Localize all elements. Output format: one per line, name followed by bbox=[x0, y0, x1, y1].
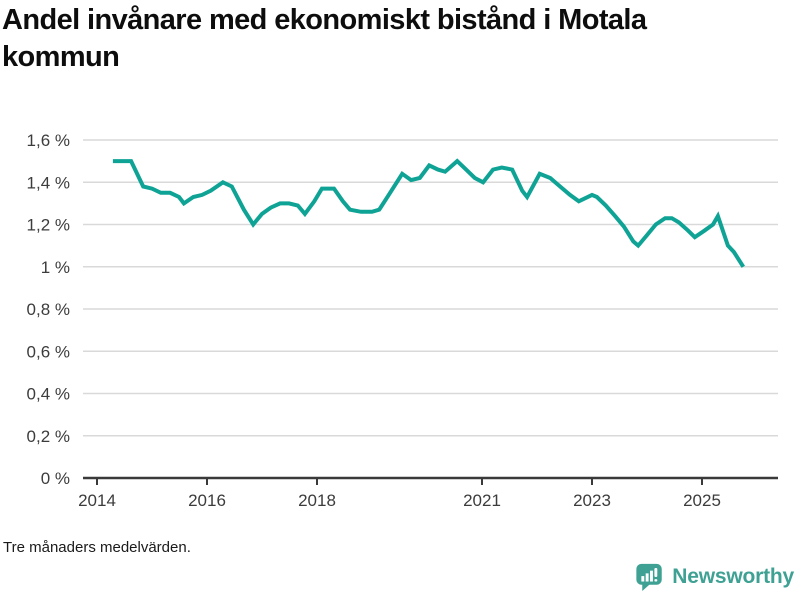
y-axis-tick-label: 0,6 % bbox=[27, 342, 70, 361]
data-line bbox=[112, 158, 745, 268]
newsworthy-logo: Newsworthy bbox=[635, 562, 794, 592]
y-axis-tick-label: 0,4 % bbox=[27, 385, 70, 404]
chart-title: Andel invånare med ekonomiskt bistånd i … bbox=[2, 4, 647, 73]
x-axis-tick-label: 2023 bbox=[573, 491, 611, 510]
x-axis-tick-label: 2021 bbox=[463, 491, 501, 510]
y-axis-tick-label: 1 % bbox=[41, 258, 70, 277]
y-axis-tick-label: 0,2 % bbox=[27, 427, 70, 446]
x-axis-tick-label: 2014 bbox=[78, 491, 116, 510]
newsworthy-logo-text: Newsworthy bbox=[672, 565, 794, 588]
y-axis-tick-label: 1,6 % bbox=[27, 131, 70, 150]
y-axis-tick-label: 1,4 % bbox=[27, 173, 70, 192]
x-axis-tick-label: 2025 bbox=[683, 491, 721, 510]
newsworthy-bubble-chart-icon bbox=[635, 562, 664, 592]
y-axis-tick-label: 0 % bbox=[41, 469, 70, 488]
x-axis-tick-label: 2018 bbox=[298, 491, 336, 510]
y-axis-tick-label: 1,2 % bbox=[27, 216, 70, 235]
x-axis-tick-label: 2016 bbox=[188, 491, 226, 510]
chart-footnote: Tre månaders medelvärden. bbox=[3, 539, 191, 556]
y-axis-tick-label: 0,8 % bbox=[27, 300, 70, 319]
